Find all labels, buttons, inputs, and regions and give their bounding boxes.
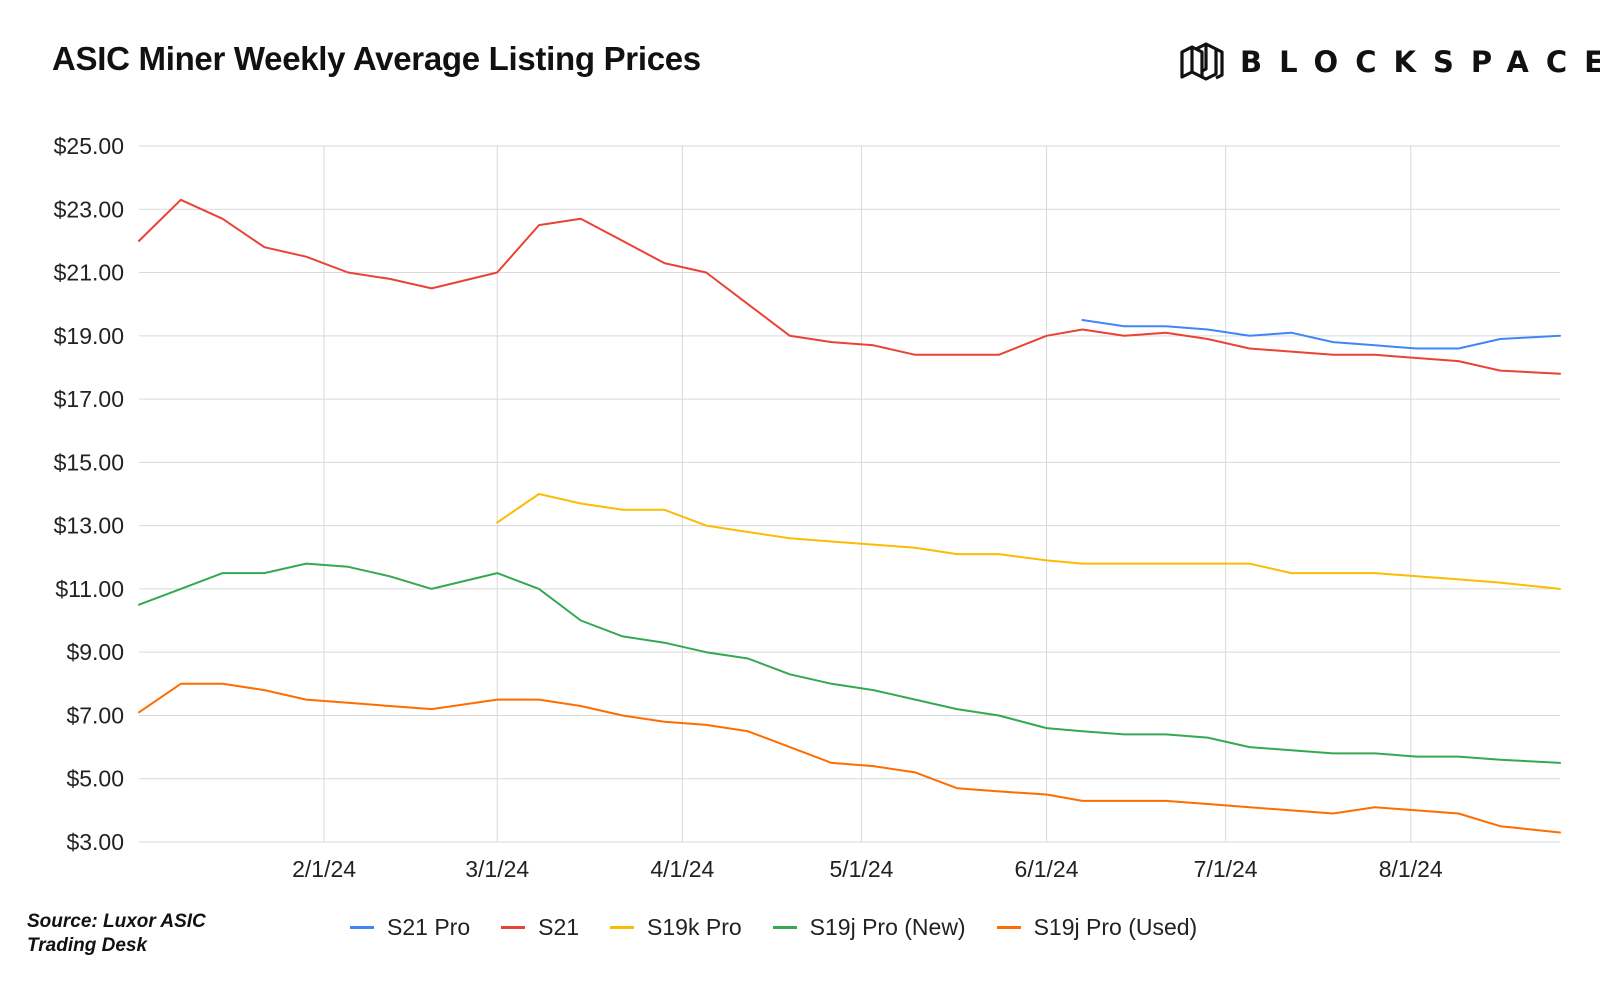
chart-legend: S21 Pro S21 S19k Pro S19j Pro (New) S19j Pro… xyxy=(350,914,1228,941)
series-line-s21 xyxy=(138,198,1561,375)
legend-item-s19k-pro: S19k Pro xyxy=(610,914,742,941)
series-line-s21-pro xyxy=(1081,319,1561,350)
x-tick-label: 4/1/24 xyxy=(650,856,714,882)
legend-label: S19k Pro xyxy=(647,914,742,940)
y-tick-label: $5.00 xyxy=(66,766,124,792)
series-line-s19j-pro-used xyxy=(138,682,1561,834)
y-tick-label: $9.00 xyxy=(66,639,124,665)
y-tick-label: $19.00 xyxy=(54,323,124,349)
y-tick-label: $13.00 xyxy=(54,513,124,539)
y-tick-label: $21.00 xyxy=(54,260,124,286)
x-tick-label: 8/1/24 xyxy=(1379,856,1443,882)
brand-name: BLOCKSPACE xyxy=(1240,45,1600,79)
series-lines xyxy=(138,198,1561,834)
legend-swatch xyxy=(610,926,635,929)
legend-swatch xyxy=(350,926,374,929)
x-tick-label: 7/1/24 xyxy=(1194,856,1258,882)
series-line-s19j-pro-new xyxy=(138,562,1561,764)
legend-label: S21 xyxy=(538,914,580,940)
x-tick-label: 2/1/24 xyxy=(292,856,356,882)
legend-item-s21: S21 xyxy=(501,914,579,941)
legend-label: S19j Pro (New) xyxy=(809,914,966,940)
y-tick-label: $3.00 xyxy=(66,829,124,855)
legend-item-s19j-pro-new: S19j Pro (New) xyxy=(772,914,966,941)
y-tick-label: $15.00 xyxy=(54,449,124,475)
legend-label: S19j Pro (Used) xyxy=(1033,914,1198,940)
gridlines xyxy=(139,145,1560,843)
y-axis-ticks: $3.00 $5.00 $7.00 $9.00 $11.00 $13.00 $15.00 $1… xyxy=(54,133,124,855)
legend-item-s21-pro: S21 Pro xyxy=(350,914,470,941)
stacked-cubes-logo-icon xyxy=(1180,42,1224,81)
x-axis-ticks: 2/1/24 3/1/24 4/1/24 5/1/24 6/1/24 7/1/24 8/1/… xyxy=(292,856,1443,882)
legend-swatch xyxy=(996,926,1021,929)
y-tick-label: $25.00 xyxy=(54,133,124,159)
chart-title: ASIC Miner Weekly Average Listing Prices xyxy=(52,40,701,77)
x-tick-label: 6/1/24 xyxy=(1015,856,1079,882)
series-line-s19k-pro xyxy=(496,493,1561,590)
legend-item-s19j-pro-used: S19j Pro (Used) xyxy=(996,914,1198,941)
x-tick-label: 3/1/24 xyxy=(465,856,529,882)
y-tick-label: $7.00 xyxy=(66,702,124,728)
y-tick-label: $17.00 xyxy=(54,386,124,412)
y-tick-label: $11.00 xyxy=(55,576,124,602)
y-tick-label: $23.00 xyxy=(54,196,124,222)
legend-label: S21 Pro xyxy=(387,914,471,940)
legend-swatch xyxy=(772,926,797,929)
source-note: Source: Luxor ASIC Trading Desk xyxy=(27,911,206,956)
x-tick-label: 5/1/24 xyxy=(829,856,893,882)
brand-logo: BLOCKSPACE xyxy=(1178,36,1600,88)
legend-swatch xyxy=(501,926,526,929)
